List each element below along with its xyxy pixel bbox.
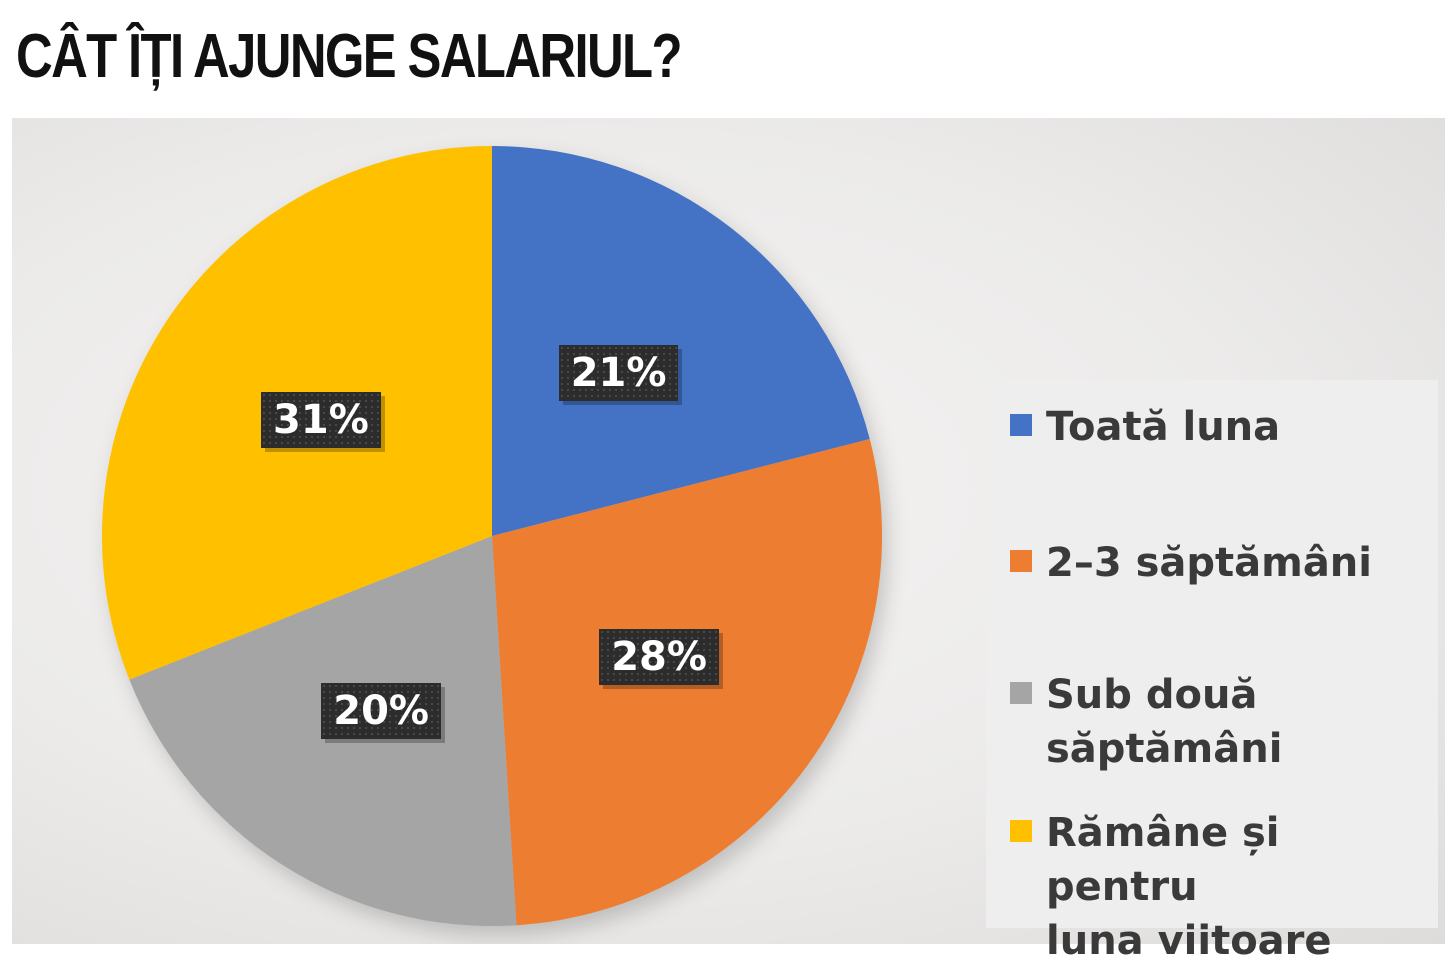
legend-label: Sub două săptămâni bbox=[1046, 672, 1283, 772]
legend-swatch bbox=[1010, 820, 1032, 842]
legend-label: 2–3 săptămâni bbox=[1046, 540, 1372, 586]
legend-item-2-3-saptamani: 2–3 săptămâni bbox=[1010, 536, 1372, 590]
chart-area: 21% 28% 20% 31% Toată luna 2–3 săptămâni Su… bbox=[12, 118, 1445, 964]
data-label-3: 20% bbox=[321, 682, 441, 739]
legend-item-sub-doua-saptamani: Sub două săptămâni bbox=[1010, 668, 1282, 776]
data-label-1: 21% bbox=[558, 344, 679, 401]
data-label-2: 28% bbox=[599, 629, 719, 686]
chart-title: CÂT ÎȚI AJUNGE SALARIUL? bbox=[16, 22, 682, 91]
legend-item-toata-luna: Toată luna bbox=[1010, 400, 1280, 454]
legend: Toată luna 2–3 săptămâni Sub două săptăm… bbox=[986, 380, 1438, 964]
legend-swatch bbox=[1010, 550, 1032, 572]
legend-swatch bbox=[1010, 682, 1032, 704]
legend-swatch bbox=[1010, 414, 1032, 436]
legend-label: Toată luna bbox=[1046, 404, 1281, 450]
data-label-4: 31% bbox=[261, 391, 381, 448]
pie-slice-1 bbox=[492, 146, 870, 536]
